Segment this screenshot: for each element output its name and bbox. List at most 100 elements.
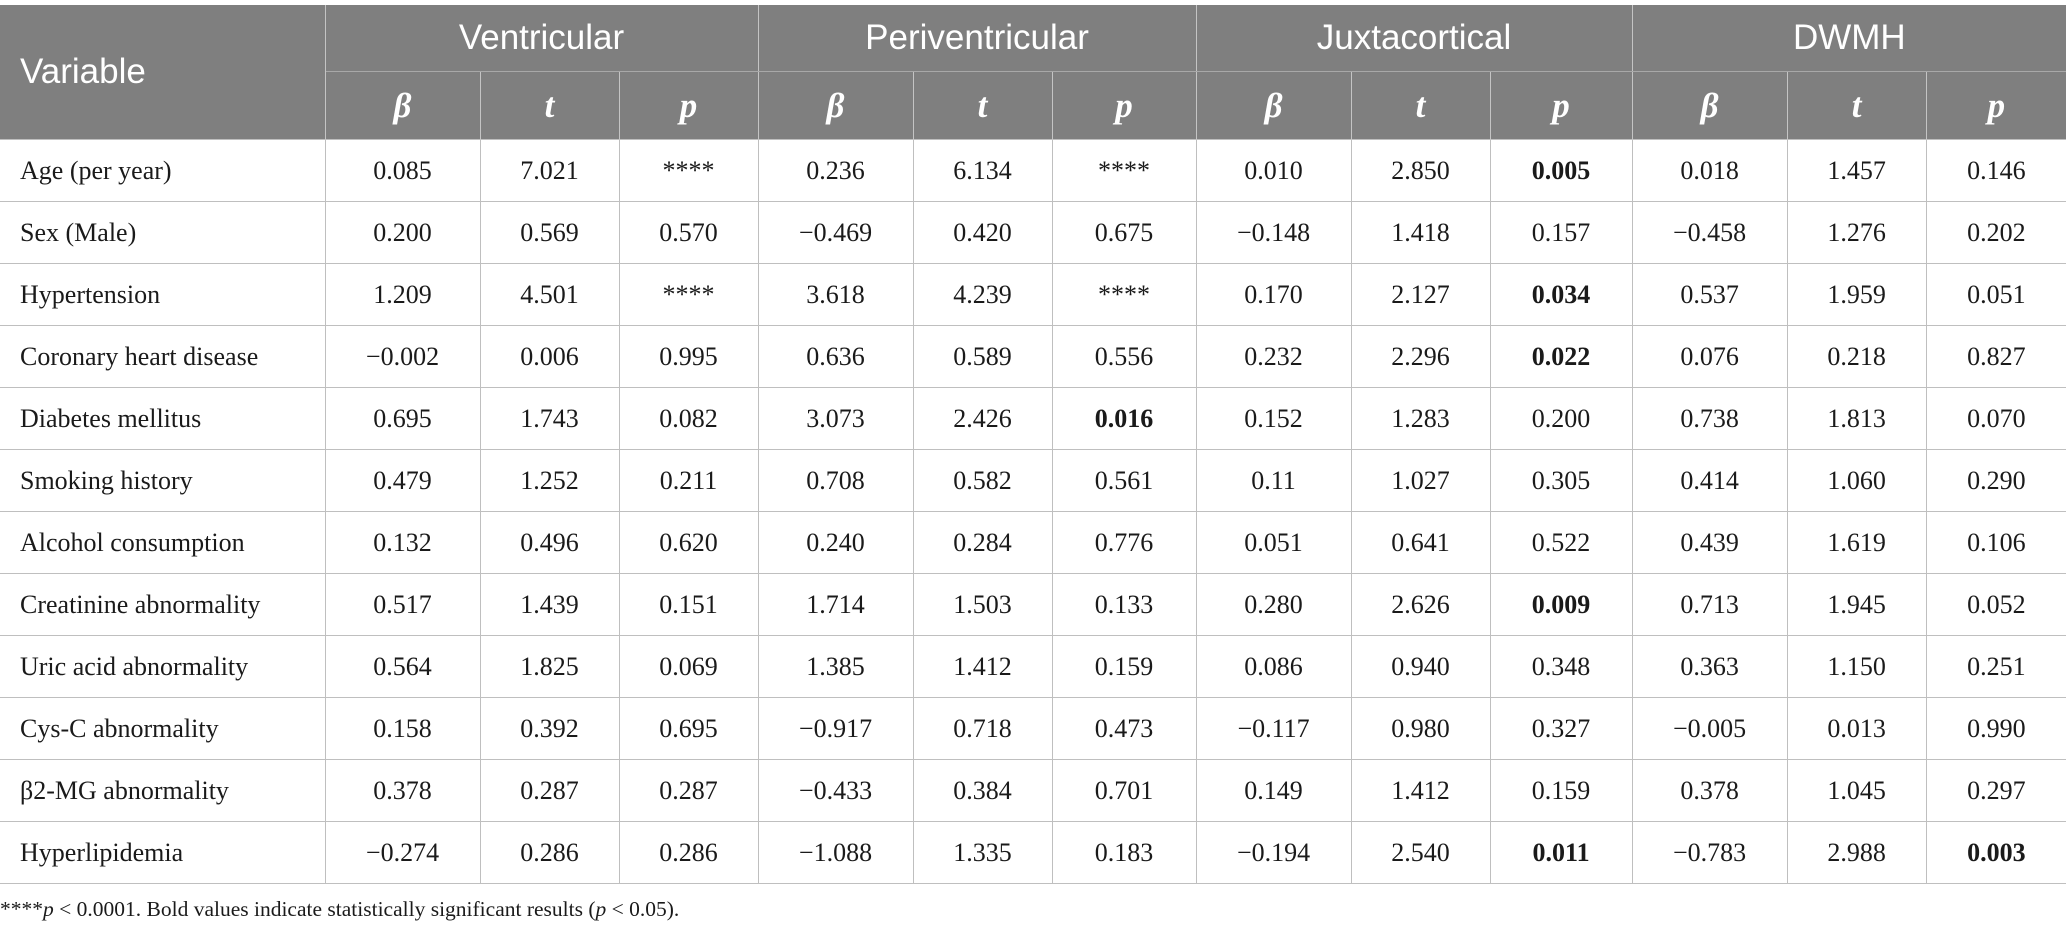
table-cell: 0.776 xyxy=(1051,511,1197,574)
table-cell: **** xyxy=(618,263,759,326)
table-footnote: ****p < 0.0001. Bold values indicate sta… xyxy=(0,897,679,922)
table-cell: 0.280 xyxy=(1195,573,1352,636)
table-cell: 0.392 xyxy=(479,697,620,760)
table-cell: −0.917 xyxy=(757,697,914,760)
table-cell: 0.086 xyxy=(1195,635,1352,698)
row-label: Alcohol consumption xyxy=(0,511,326,574)
row-label: Uric acid abnormality xyxy=(0,635,326,698)
table-cell: 0.018 xyxy=(1631,139,1788,202)
table-cell: 0.570 xyxy=(618,201,759,264)
table-cell: 7.021 xyxy=(479,139,620,202)
table-cell: 0.034 xyxy=(1489,263,1633,326)
table-cell: 0.738 xyxy=(1631,387,1788,450)
table-cell: 0.384 xyxy=(912,759,1053,822)
table-cell: 0.211 xyxy=(618,449,759,512)
column-header-beta: β xyxy=(324,71,481,140)
table-cell: 0.051 xyxy=(1195,511,1352,574)
table-row: Diabetes mellitus 0.695 1.743 0.082 3.073 2.4… xyxy=(0,387,2067,450)
header-row-groups: Variable Ventricular Periventricular Jux… xyxy=(0,5,2067,140)
table-cell: 0.990 xyxy=(1925,697,2067,760)
table-cell: 1.209 xyxy=(324,263,481,326)
table-cell: **** xyxy=(1051,139,1197,202)
table-cell: 0.106 xyxy=(1925,511,2067,574)
table-cell: 1.945 xyxy=(1786,573,1927,636)
table-cell: −0.148 xyxy=(1195,201,1352,264)
table-cell: 0.287 xyxy=(618,759,759,822)
table-cell: 1.743 xyxy=(479,387,620,450)
table-row: Coronary heart disease −0.002 0.006 0.995 0.… xyxy=(0,325,2067,388)
table-cell: 0.473 xyxy=(1051,697,1197,760)
table-cell: 0.940 xyxy=(1350,635,1491,698)
table-cell: 0.522 xyxy=(1489,511,1633,574)
footnote-p-symbol: p xyxy=(43,897,54,921)
table-cell: 0.496 xyxy=(479,511,620,574)
table-cell: 0.132 xyxy=(324,511,481,574)
column-header-p: p xyxy=(1925,71,2067,140)
table-cell: 0.016 xyxy=(1051,387,1197,450)
table-row: Creatinine abnormality 0.517 1.439 0.151 1.7… xyxy=(0,573,2067,636)
table-cell: 2.127 xyxy=(1350,263,1491,326)
table-cell: 0.695 xyxy=(618,697,759,760)
table-row: Hyperlipidemia −0.274 0.286 0.286 −1.088 1.33… xyxy=(0,821,2067,884)
column-header-t: t xyxy=(1786,71,1927,140)
table-cell: 0.085 xyxy=(324,139,481,202)
table-cell: 0.013 xyxy=(1786,697,1927,760)
table-cell: −0.002 xyxy=(324,325,481,388)
table-row: Cys-C abnormality 0.158 0.392 0.695 −0.917 0.… xyxy=(0,697,2067,760)
table-cell: 0.076 xyxy=(1631,325,1788,388)
table-cell: 1.457 xyxy=(1786,139,1927,202)
table-cell: 0.286 xyxy=(479,821,620,884)
table-cell: −1.088 xyxy=(757,821,914,884)
table-cell: 0.287 xyxy=(479,759,620,822)
table-cell: 0.082 xyxy=(618,387,759,450)
table-cell: 1.252 xyxy=(479,449,620,512)
table-cell: 0.564 xyxy=(324,635,481,698)
table-cell: 0.980 xyxy=(1350,697,1491,760)
table-cell: −0.458 xyxy=(1631,201,1788,264)
row-label: Diabetes mellitus xyxy=(0,387,326,450)
table-cell: 1.027 xyxy=(1350,449,1491,512)
table-cell: 0.218 xyxy=(1786,325,1927,388)
table-cell: 0.701 xyxy=(1051,759,1197,822)
table-cell: 2.296 xyxy=(1350,325,1491,388)
table-row: Sex (Male) 0.200 0.569 0.570 −0.469 0.420 0.67… xyxy=(0,201,2067,264)
row-label: β2-MG abnormality xyxy=(0,759,326,822)
table-cell: 0.236 xyxy=(757,139,914,202)
table-cell: 0.561 xyxy=(1051,449,1197,512)
table-cell: 0.517 xyxy=(324,573,481,636)
table-cell: 1.283 xyxy=(1350,387,1491,450)
table-row: Uric acid abnormality 0.564 1.825 0.069 1.38… xyxy=(0,635,2067,698)
table-cell: 0.718 xyxy=(912,697,1053,760)
table-row: Alcohol consumption 0.132 0.496 0.620 0.240 0… xyxy=(0,511,2067,574)
column-header-variable: Variable xyxy=(0,5,326,140)
row-label: Sex (Male) xyxy=(0,201,326,264)
table-cell: 0.348 xyxy=(1489,635,1633,698)
table-cell: 1.825 xyxy=(479,635,620,698)
column-header-t: t xyxy=(1350,71,1491,140)
table-cell: 0.003 xyxy=(1925,821,2067,884)
table-cell: 0.146 xyxy=(1925,139,2067,202)
table-body: Age (per year) 0.085 7.021 **** 0.236 6.134 **… xyxy=(0,139,2067,884)
table-cell: 0.286 xyxy=(618,821,759,884)
table-row: Hypertension 1.209 4.501 **** 3.618 4.239 ****… xyxy=(0,263,2067,326)
table-row: Age (per year) 0.085 7.021 **** 0.236 6.134 **… xyxy=(0,139,2067,202)
table-cell: −0.005 xyxy=(1631,697,1788,760)
table-cell: **** xyxy=(618,139,759,202)
table-cell: 0.251 xyxy=(1925,635,2067,698)
column-header-beta: β xyxy=(1631,71,1788,140)
row-label: Smoking history xyxy=(0,449,326,512)
table-cell: 0.363 xyxy=(1631,635,1788,698)
table-cell: 4.501 xyxy=(479,263,620,326)
table-cell: 1.276 xyxy=(1786,201,1927,264)
table-cell: 0.713 xyxy=(1631,573,1788,636)
table-cell: 2.626 xyxy=(1350,573,1491,636)
table-cell: 2.850 xyxy=(1350,139,1491,202)
table-cell: 0.070 xyxy=(1925,387,2067,450)
results-table: Variable Ventricular Periventricular Jux… xyxy=(0,5,2067,884)
table-cell: 0.152 xyxy=(1195,387,1352,450)
table-cell: 3.073 xyxy=(757,387,914,450)
table-cell: 0.11 xyxy=(1195,449,1352,512)
column-header-t: t xyxy=(479,71,620,140)
table-cell: 0.439 xyxy=(1631,511,1788,574)
table-cell: −0.194 xyxy=(1195,821,1352,884)
